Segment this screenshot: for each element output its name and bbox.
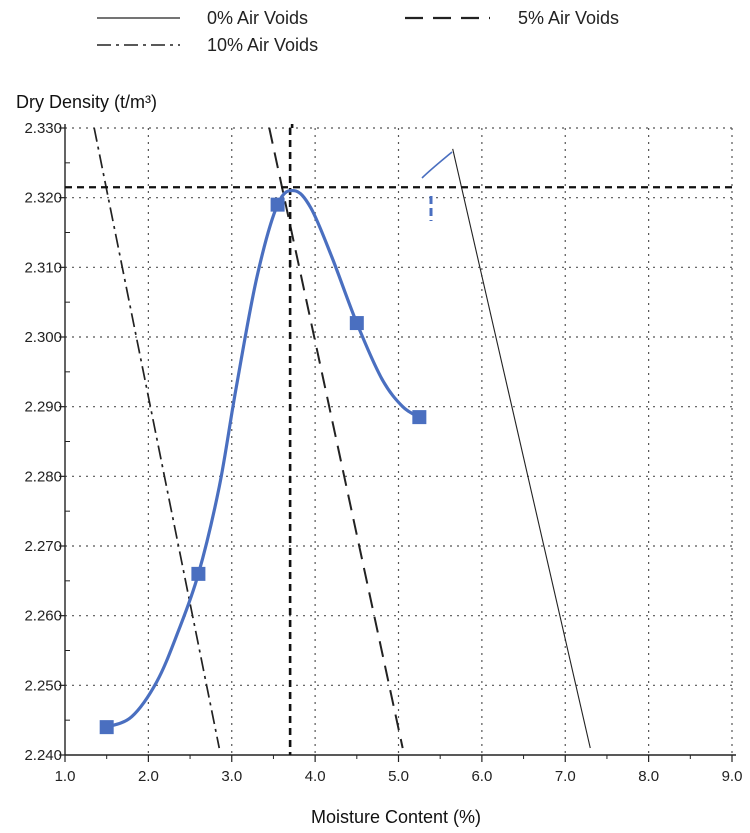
y-tick-label: 2.290 bbox=[24, 399, 62, 416]
legend: 0% Air Voids 5% Air Voids 10% Air Voids bbox=[97, 8, 619, 55]
line-0pct-air-voids bbox=[452, 148, 591, 749]
data-point bbox=[270, 197, 285, 212]
y-tick-label: 2.250 bbox=[24, 677, 62, 694]
axes bbox=[64, 124, 736, 756]
x-tick-label: 1.0 bbox=[55, 768, 76, 785]
legend-label-0pct: 0% Air Voids bbox=[207, 8, 308, 28]
hand-tick-stroke bbox=[421, 151, 453, 179]
x-tick-label: 7.0 bbox=[555, 768, 576, 785]
x-tick-label: 3.0 bbox=[221, 768, 242, 785]
x-ticks: 1.0 2.0 3.0 4.0 5.0 6.0 7.0 8.0 9.0 bbox=[55, 755, 743, 785]
data-point bbox=[412, 410, 427, 425]
air-void-lines bbox=[93, 127, 591, 749]
y-tick-label: 2.320 bbox=[24, 190, 62, 207]
y-ticks: 2.240 2.250 2.260 2.270 2.280 2.290 2.300 2.310… bbox=[24, 120, 70, 764]
compaction-curve-path bbox=[105, 188, 421, 729]
x-tick-label: 5.0 bbox=[388, 768, 409, 785]
x-tick-label: 9.0 bbox=[722, 768, 743, 785]
y-tick-label: 2.270 bbox=[24, 538, 62, 555]
y-tick-label: 2.260 bbox=[24, 608, 62, 625]
legend-label-5pct: 5% Air Voids bbox=[518, 8, 619, 28]
y-tick-label: 2.280 bbox=[24, 468, 62, 485]
x-tick-label: 6.0 bbox=[471, 768, 492, 785]
x-tick-label: 4.0 bbox=[305, 768, 326, 785]
line-5pct-air-voids bbox=[268, 127, 404, 749]
legend-label-10pct: 10% Air Voids bbox=[207, 35, 318, 55]
y-tick-label: 2.300 bbox=[24, 329, 62, 346]
y-tick-label: 2.240 bbox=[24, 747, 62, 764]
line-10pct-air-voids bbox=[93, 127, 221, 749]
x-tick-label: 2.0 bbox=[138, 768, 159, 785]
hand-marks bbox=[421, 151, 453, 221]
x-axis-title: Moisture Content (%) bbox=[311, 807, 481, 827]
y-tick-label: 2.330 bbox=[24, 120, 62, 137]
x-tick-label: 8.0 bbox=[638, 768, 659, 785]
data-points bbox=[99, 197, 427, 735]
y-axis-title: Dry Density (t/m³) bbox=[16, 92, 157, 112]
y-tick-label: 2.310 bbox=[24, 259, 62, 276]
data-point bbox=[191, 566, 206, 581]
data-point bbox=[99, 720, 114, 735]
data-point bbox=[349, 316, 364, 331]
compaction-curve bbox=[105, 188, 421, 729]
optimum-lines bbox=[65, 124, 736, 755]
